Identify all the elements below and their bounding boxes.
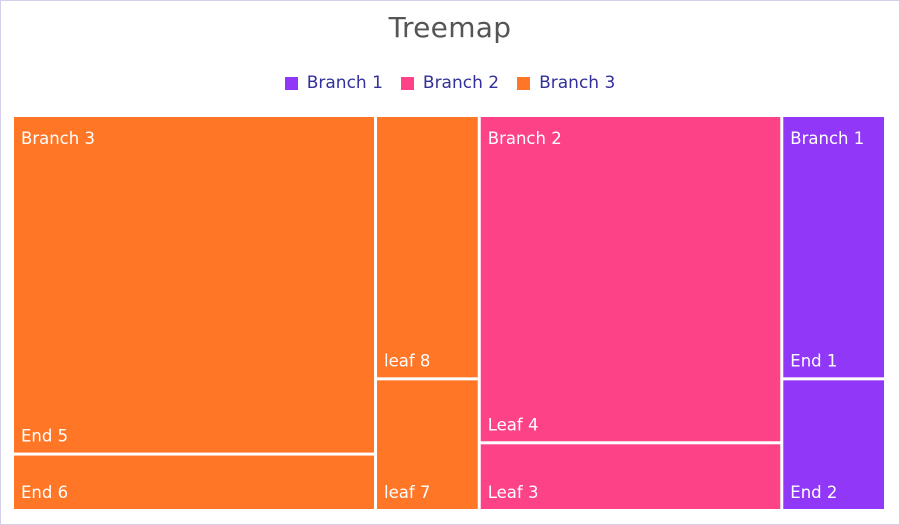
tile-label-end-5: End 5: [21, 427, 68, 446]
chart-title: Treemap: [388, 11, 512, 44]
tile-label-end-2: End 2: [790, 483, 837, 502]
legend-label-branch-3: Branch 3: [539, 73, 616, 93]
group-label-branch-2: Branch 2: [488, 129, 562, 148]
legend-label-branch-1: Branch 1: [306, 73, 383, 93]
treemap-tile-leaf-7[interactable]: [377, 380, 478, 509]
legend-item-branch-3[interactable]: Branch 3: [517, 73, 615, 93]
legend-item-branch-1[interactable]: Branch 1: [284, 73, 383, 93]
tile-label-end-6: End 6: [21, 483, 68, 502]
tile-label-leaf-7: leaf 7: [384, 483, 430, 502]
treemap-tile-end-5[interactable]: [14, 117, 375, 453]
legend-swatch-branch-1: [284, 76, 298, 90]
treemap-tile-end-1[interactable]: [783, 117, 884, 378]
legend-label-branch-2: Branch 2: [422, 73, 500, 93]
treemap-tile-leaf-4[interactable]: [480, 117, 781, 442]
tile-label-end-1: End 1: [790, 351, 837, 370]
legend-swatch-branch-3: [517, 76, 531, 90]
tile-label-leaf-8: leaf 8: [384, 351, 430, 370]
treemap-tile-end-6[interactable]: [14, 455, 375, 509]
legend-swatch-branch-2: [400, 76, 414, 90]
tile-label-leaf-3: Leaf 3: [488, 483, 539, 502]
group-label-branch-3: Branch 3: [21, 129, 95, 148]
treemap-tile-leaf-8[interactable]: [377, 117, 478, 378]
treemap-tile-leaf-3[interactable]: [480, 444, 781, 509]
tile-label-leaf-4: Leaf 4: [488, 415, 539, 434]
legend-item-branch-2[interactable]: Branch 2: [400, 73, 500, 93]
group-label-branch-1: Branch 1: [790, 129, 864, 148]
legend: Branch 1 Branch 2 Branch 3: [1, 73, 899, 93]
treemap-tile-end-2[interactable]: [783, 380, 884, 509]
